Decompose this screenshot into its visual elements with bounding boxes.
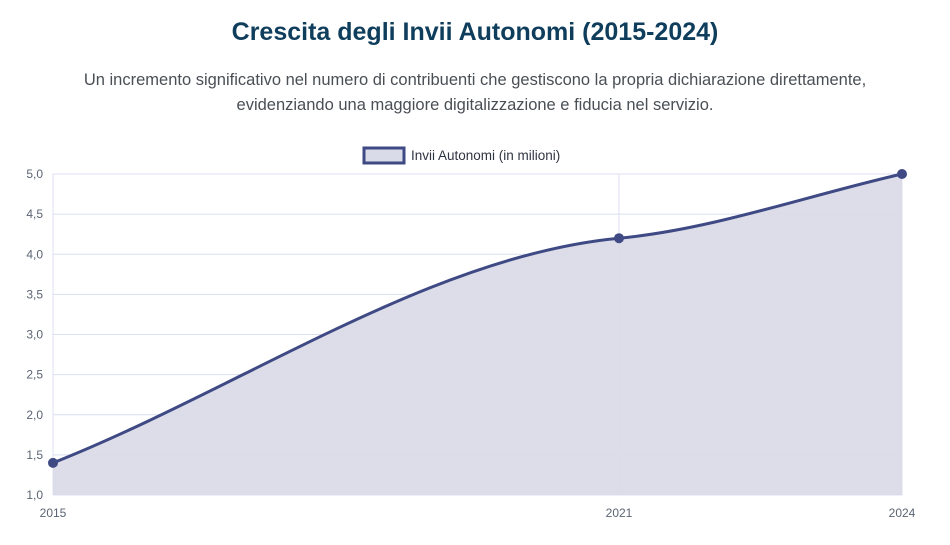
y-tick-label: 3,5: [26, 287, 43, 301]
subtitle-line-1: Un incremento significativo nel numero d…: [83, 71, 867, 89]
chart-subtitle: Un incremento significativo nel numero d…: [60, 68, 890, 118]
y-tick-label: 1,5: [26, 448, 43, 462]
area-layer: [48, 169, 907, 495]
axis-labels: 1,0 1,5 2,0 2,5 3,0 3,5 4,0 4,5 5,0 2015 2021 2024: [26, 167, 915, 520]
y-tick-label: 2,0: [26, 408, 43, 422]
y-tick-label: 4,0: [26, 247, 43, 261]
y-tick-label: 5,0: [26, 167, 43, 181]
subtitle-line-2: evidenziando una maggiore digitalizzazio…: [236, 96, 714, 114]
chart-title: Crescita degli Invii Autonomi (2015-2024…: [231, 18, 719, 46]
y-tick-label: 1,0: [26, 488, 43, 502]
legend-swatch: [362, 146, 406, 165]
y-tick-label: 3,0: [26, 328, 43, 342]
data-point[interactable]: [614, 233, 624, 244]
legend[interactable]: Invii Autonomi (in milioni): [362, 146, 560, 165]
data-point[interactable]: [48, 457, 58, 468]
x-tick-label: 2021: [606, 506, 633, 520]
data-point[interactable]: [897, 169, 907, 179]
series-area-fill: [53, 174, 902, 495]
x-tick-label: 2015: [40, 506, 67, 520]
y-tick-label: 2,5: [26, 368, 43, 382]
y-tick-label: 4,5: [26, 207, 43, 221]
legend-label: Invii Autonomi (in milioni): [411, 148, 560, 163]
series-line: [52, 172, 903, 465]
x-tick-label: 2024: [889, 506, 916, 520]
